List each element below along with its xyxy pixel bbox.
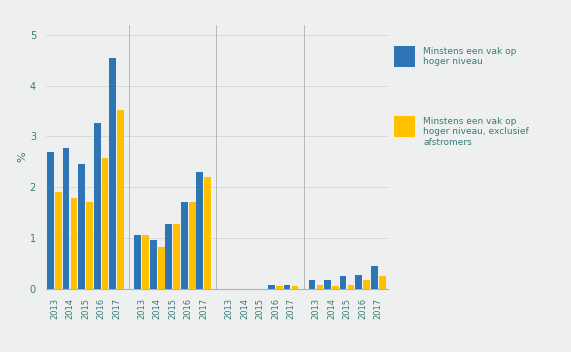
Bar [379,276,385,289]
Bar [150,240,156,289]
Bar [317,285,323,289]
Bar [276,285,283,289]
Bar [158,247,164,289]
Bar [292,285,299,289]
Bar [284,284,291,289]
Bar [196,172,203,289]
Bar [324,279,331,289]
Bar [117,110,124,289]
Bar [142,235,149,289]
Bar [94,122,100,289]
Bar [181,202,188,289]
Bar [394,116,415,137]
Bar [309,279,315,289]
Bar [371,266,377,289]
Bar [71,198,78,289]
Bar [86,202,93,289]
Bar [166,224,172,289]
Bar [355,275,362,289]
Text: Minstens een vak op
hoger niveau, exclusief
afstromers: Minstens een vak op hoger niveau, exclus… [423,117,529,147]
Y-axis label: %: % [17,151,27,162]
Bar [332,285,339,289]
Bar [78,164,85,289]
Bar [363,279,370,289]
Bar [63,147,70,289]
Bar [340,276,347,289]
Text: Minstens een vak op
hoger niveau: Minstens een vak op hoger niveau [423,46,517,66]
Bar [55,192,62,289]
Bar [102,158,108,289]
Bar [348,285,355,289]
Bar [47,152,54,289]
Bar [268,284,275,289]
Bar [109,58,116,289]
Bar [204,177,211,289]
Bar [394,46,415,67]
Bar [189,202,196,289]
Bar [134,235,141,289]
Bar [174,224,180,289]
